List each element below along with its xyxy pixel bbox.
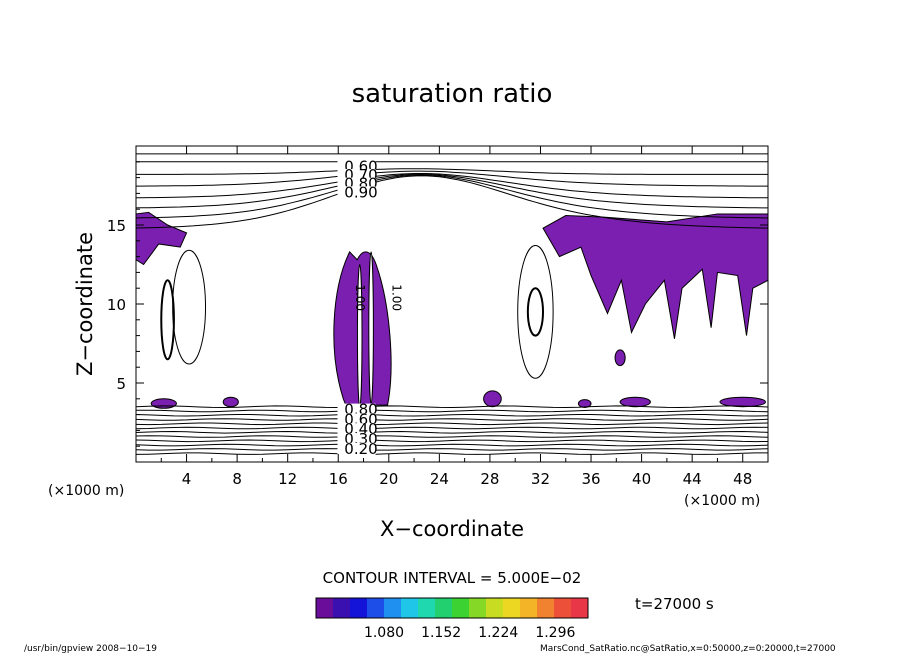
colorbar-segment (401, 598, 419, 618)
contour-label: 0.90 (344, 183, 377, 201)
x-tick-label: 36 (581, 470, 600, 488)
contour-labels: 0.600.700.800.900.800.600.400.300.201.00… (337, 157, 404, 458)
colorbar-segment (469, 598, 487, 618)
colorbar-segment (486, 598, 504, 618)
contour-line-upper (135, 174, 769, 219)
footer-left: /usr/bin/gpview 2008−10−19 (24, 644, 157, 654)
contour-line-lower (135, 443, 769, 447)
x-axis: 4 8 12 16 20 24 28 32 36 40 44 48 (160, 146, 752, 488)
colorbar-segment (571, 598, 589, 618)
contour-line-lower (135, 439, 769, 443)
y-axis-label: Z−coordinate (73, 232, 97, 376)
x-axis-unit-left: (×1000 m) (48, 483, 124, 499)
plume-slit (368, 251, 374, 405)
x-tick-label: 32 (531, 470, 550, 488)
footer-right: MarsCond_SatRatio.nc@SatRatio,x=0:50000,… (540, 644, 836, 654)
contour-label-bg (337, 432, 376, 446)
x-tick-label: 24 (430, 470, 449, 488)
colorbar-segment (350, 598, 368, 618)
fill-blob (719, 396, 766, 408)
contour-cell-inner (526, 287, 545, 337)
contour-label: 0.20 (344, 440, 377, 458)
contour-label-bg (337, 403, 376, 417)
contour-label-center: 1.00 (353, 284, 367, 311)
colorbar-segment (503, 598, 521, 618)
contour-lines (135, 153, 769, 455)
contour-cell (517, 245, 554, 379)
contour-line-upper (136, 170, 768, 187)
colorbar-segment (520, 598, 538, 618)
y-tick-label: 10 (107, 296, 126, 314)
right-fill-region (542, 213, 769, 339)
y-axis: 5 10 15 (107, 161, 768, 447)
contour-line-lower (135, 409, 769, 413)
contour-line-lower (135, 414, 769, 417)
x-tick-label: 48 (733, 470, 752, 488)
x-tick-label: 12 (278, 470, 297, 488)
fill-blob (483, 390, 502, 408)
fill-blob (222, 396, 239, 408)
colorbar-segment (418, 598, 436, 618)
colorbar-segment (452, 598, 470, 618)
colorbar-tick-label: 1.080 (364, 625, 404, 641)
x-tick-label: 4 (182, 470, 192, 488)
contour-cell-inner (160, 279, 175, 361)
colorbar-frame (315, 597, 589, 619)
contour-label-bg (337, 186, 376, 200)
contour-label-bg (337, 423, 376, 437)
colorbar-tick-labels: 1.080 1.152 1.224 1.296 (364, 625, 576, 641)
x-tick-label: 20 (379, 470, 398, 488)
colorbar-tick-label: 1.296 (535, 625, 575, 641)
colorbar-segment (316, 598, 334, 618)
contour-interval: CONTOUR INTERVAL = 5.000E−02 (323, 569, 582, 587)
contour-line-lower (135, 435, 769, 438)
contour-label-bg (337, 442, 376, 456)
x-axis-label: X−coordinate (380, 517, 524, 541)
left-fill-patch (135, 211, 188, 266)
contour-line-lower (135, 418, 769, 421)
x-tick-label: 44 (683, 470, 702, 488)
contour-label-center: 1.00 (390, 284, 404, 311)
x-tick-label: 16 (329, 470, 348, 488)
contour-line-lower (135, 452, 768, 455)
x-axis-unit-right: (×1000 m) (684, 493, 760, 509)
contour-line-upper (135, 175, 769, 229)
colorbar-segment (554, 598, 572, 618)
colorbar-segment (537, 598, 555, 618)
contour-line-lower (135, 448, 769, 451)
fill-blob (619, 396, 651, 408)
contour-line-lower (135, 430, 769, 434)
contour-label-bg (337, 413, 376, 427)
colorbar-segment (435, 598, 453, 618)
fill-blob (614, 349, 626, 367)
x-tick-label: 28 (480, 470, 499, 488)
contour-line-upper (136, 168, 768, 175)
plot-area: 0.600.700.800.900.800.600.400.300.201.00… (135, 145, 769, 463)
colorbar-tick-label: 1.152 (421, 625, 461, 641)
contour-line-lower (135, 422, 769, 426)
colorbar-tick-label: 1.224 (478, 625, 518, 641)
contour-line-upper (135, 173, 768, 209)
contour-line-lower (135, 405, 769, 409)
chart-title: saturation ratio (352, 79, 553, 109)
colorbar (315, 597, 589, 619)
x-tick-label: 8 (232, 470, 242, 488)
colorbar-segment (367, 598, 385, 618)
colorbar-segment (333, 598, 351, 618)
x-tick-label: 40 (632, 470, 651, 488)
fill-blob (150, 398, 177, 409)
time-label: t=27000 s (635, 595, 714, 613)
colorbar-segment (384, 598, 402, 618)
contour-line-lower (135, 426, 769, 430)
plot-frame (135, 145, 769, 463)
contour-line-upper (135, 173, 768, 199)
fill-blob (577, 399, 592, 408)
y-tick-label: 5 (116, 375, 126, 393)
y-tick-label: 15 (107, 217, 126, 235)
supersaturation-fills (135, 211, 769, 409)
